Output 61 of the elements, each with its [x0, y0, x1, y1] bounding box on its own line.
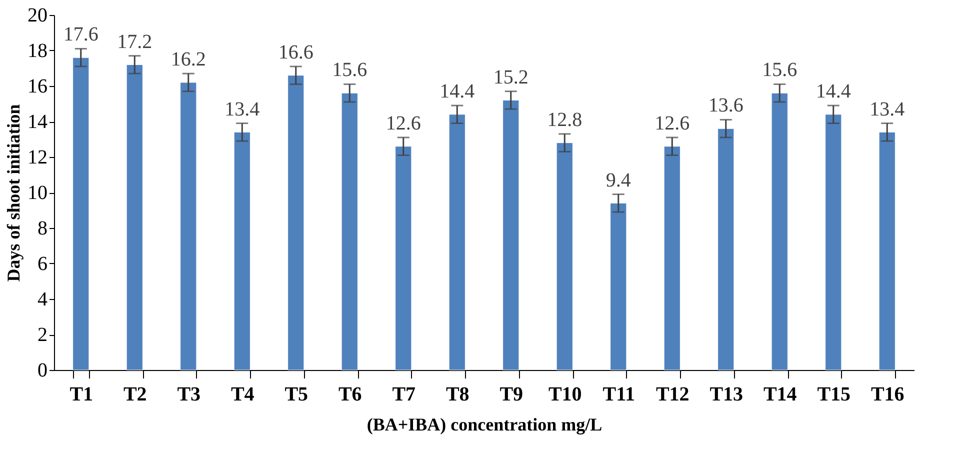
bar: [448, 114, 466, 370]
x-tick-label: T12: [656, 384, 690, 406]
x-tick-label: T13: [710, 384, 744, 406]
data-label: 14.4: [816, 80, 851, 103]
x-tick-label: T6: [338, 384, 362, 406]
data-label: 15.6: [332, 59, 368, 82]
y-tick-label: 18: [28, 40, 48, 62]
bar: [610, 202, 627, 370]
y-tick-label: 4: [38, 288, 48, 310]
x-tick-label: T14: [763, 384, 797, 406]
bar: [502, 100, 520, 370]
x-tick-label: T1: [70, 384, 94, 406]
bar: [341, 92, 358, 370]
x-tick-label: T4: [230, 384, 254, 406]
data-label: 13.4: [870, 98, 905, 120]
data-label: 12.8: [547, 108, 582, 131]
bar: [771, 92, 788, 370]
data-label: 12.6: [654, 112, 690, 134]
x-tick-label: T3: [177, 384, 201, 406]
x-tick-label: T9: [500, 384, 524, 406]
data-label: 16.2: [170, 48, 206, 71]
bar: [825, 114, 842, 370]
bar: [556, 142, 573, 370]
bar: [234, 132, 250, 370]
bar: [878, 132, 896, 370]
y-tick-label: 16: [28, 76, 48, 98]
y-tick-label: 8: [38, 218, 48, 240]
y-tick-label: 10: [28, 182, 48, 204]
data-label: 13.4: [224, 98, 260, 120]
data-label: 15.6: [762, 59, 798, 82]
data-label: 13.6: [708, 94, 744, 117]
data-label: 16.6: [278, 41, 314, 64]
y-tick-label: 0: [38, 360, 48, 382]
bar: [180, 82, 197, 370]
bar: [72, 57, 90, 370]
x-tick-label: T8: [446, 384, 470, 406]
x-tick-label: T16: [870, 384, 904, 406]
bar: [718, 128, 734, 370]
x-axis-title: (BA+IBA) concentration mg/L: [366, 414, 602, 434]
bar: [288, 75, 304, 370]
x-tick-label: T2: [123, 384, 147, 406]
bar: [395, 146, 412, 370]
y-axis-title: Days of shoot initiation: [4, 104, 24, 282]
y-tick-label: 12: [28, 146, 48, 168]
data-label: 17.2: [117, 30, 152, 53]
x-tick-label: T15: [817, 384, 851, 406]
y-tick-label: 14: [28, 111, 48, 133]
data-label: 17.6: [63, 24, 98, 46]
bar: [664, 146, 680, 370]
x-tick-label: T10: [548, 384, 582, 406]
x-tick-label: T11: [602, 384, 635, 406]
data-label: 14.4: [440, 80, 475, 103]
bar: [126, 64, 143, 370]
x-tick-label: T7: [392, 384, 416, 406]
y-tick-label: 6: [38, 253, 48, 275]
data-label: 15.2: [493, 66, 528, 88]
data-label: 9.4: [606, 169, 631, 192]
y-tick-label: 2: [38, 324, 48, 346]
x-tick-label: T5: [284, 384, 308, 406]
data-label: 12.6: [386, 112, 421, 134]
y-tick-label: 20: [28, 4, 48, 26]
